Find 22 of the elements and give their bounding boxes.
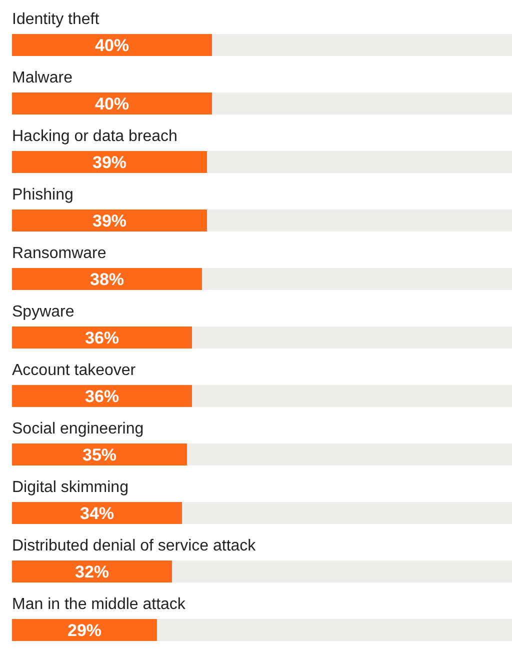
data-label: 29% [67, 621, 102, 640]
data-label: 35% [82, 446, 117, 464]
data-label: 34% [80, 504, 114, 523]
y-tick-label: Social engineering [12, 420, 144, 438]
y-tick-label: Ransomware [12, 245, 106, 262]
y-tick-label: Hacking or data breach [12, 128, 178, 145]
y-tick-label: Distributed denial of service attack [12, 538, 257, 554]
data-label: 40% [94, 94, 130, 114]
y-tick-label: Man in the middle attack [12, 596, 186, 613]
data-label: 39% [92, 153, 127, 172]
y-tick-label: Phishing [12, 186, 74, 204]
y-tick-label: Malware [12, 70, 73, 86]
data-label: 32% [74, 562, 110, 582]
data-label: 40% [94, 36, 130, 55]
data-label: 36% [84, 387, 120, 406]
y-tick-label: Digital skimming [12, 479, 128, 496]
data-label: 36% [84, 328, 120, 348]
data-label: 39% [92, 212, 127, 230]
y-tick-label: Identity theft [12, 11, 100, 28]
data-label: 38% [90, 270, 124, 289]
y-tick-label: Account takeover [12, 362, 136, 379]
y-tick-label: Spyware [12, 304, 74, 320]
